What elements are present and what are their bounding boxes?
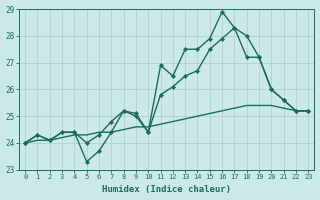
X-axis label: Humidex (Indice chaleur): Humidex (Indice chaleur): [102, 185, 231, 194]
